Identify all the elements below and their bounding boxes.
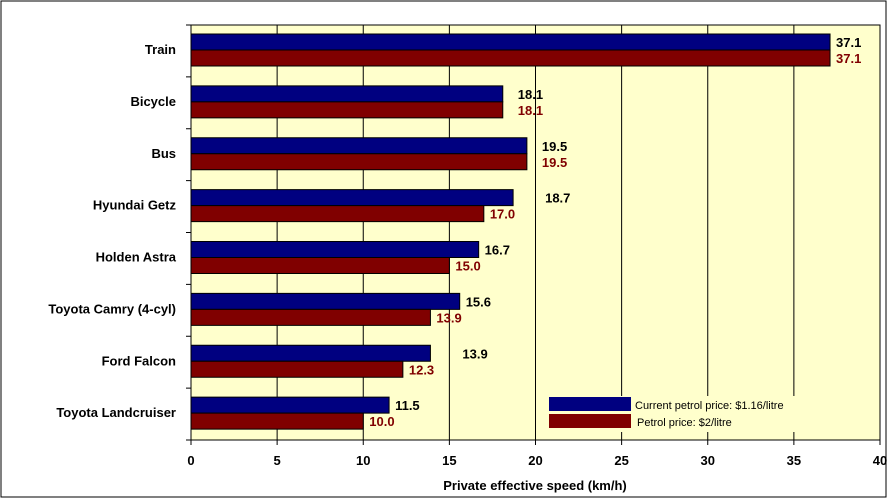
x-tick-label: 40 [873,453,887,468]
category-label: Toyota Landcruiser [56,405,176,420]
legend-label-current: Current petrol price: $1.16/litre [635,400,784,412]
data-label: 19.5 [542,155,567,170]
x-tick-label: 30 [701,453,715,468]
x-tick-label: 25 [614,453,628,468]
data-label: 10.0 [369,414,394,429]
bar [190,396,390,414]
bar [190,241,480,258]
x-tick-labels: 0 5 10 15 20 25 30 35 40 [187,453,887,468]
bar [190,101,504,119]
bar [190,85,504,103]
data-label: 17.0 [490,207,515,222]
legend: Current petrol price: $1.16/litre Petrol… [548,396,832,432]
data-label: 13.9 [436,310,461,325]
bar [190,344,431,362]
bar [190,257,450,274]
data-label: 15.6 [466,294,491,309]
data-label: 18.1 [518,87,543,102]
bar [190,292,461,310]
category-label: Hyundai Getz [93,198,177,213]
x-tick-label: 0 [187,453,194,468]
bar [190,205,485,223]
data-label: 13.9 [462,346,487,361]
data-label: 19.5 [542,139,567,154]
data-label: 16.7 [485,243,510,258]
category-label: Bicycle [130,94,176,109]
category-label: Ford Falcon [102,353,176,368]
data-label: 37.1 [836,51,861,66]
bar [190,153,528,171]
bar [190,49,831,67]
x-tick-label: 10 [356,453,370,468]
bar [190,137,528,155]
category-labels: Train Bicycle Bus Hyundai Getz Holden Astra T… [48,42,176,420]
x-tick-label: 20 [528,453,542,468]
data-label: 11.5 [395,398,420,413]
data-label: 12.3 [409,362,434,377]
legend-swatch-2-dollar [549,414,631,428]
legend-label-2-dollar: Petrol price: $2/litre [637,417,732,429]
bar [190,189,514,207]
data-label: 18.1 [518,103,543,118]
bars [190,33,831,430]
category-label: Train [145,42,176,57]
bar [190,412,364,430]
data-label: 18.7 [545,191,570,206]
data-labels: 37.137.1 18.118.1 19.519.5 18.7 17.0 16.7 15.0… [369,35,861,429]
category-label: Toyota Camry (4-cyl) [48,301,176,316]
x-tick-label: 15 [442,453,456,468]
bar [190,308,431,326]
x-axis-title: Private effective speed (km/h) [443,478,627,493]
category-label: Bus [151,146,176,161]
x-tick-label: 35 [787,453,801,468]
legend-swatch-current [549,397,631,411]
bar [190,360,404,378]
x-tick-label: 5 [274,453,281,468]
data-label: 37.1 [836,35,861,50]
data-label: 15.0 [455,259,480,274]
bar [190,33,831,51]
category-label: Holden Astra [96,250,177,265]
